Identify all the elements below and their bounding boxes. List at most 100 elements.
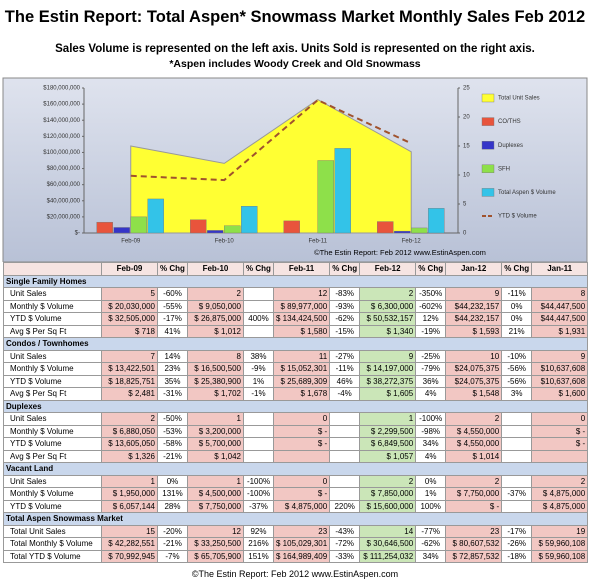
table-cell: -11%	[501, 287, 533, 301]
table-cell: $ 4,875,000	[531, 499, 589, 513]
table-cell	[501, 474, 533, 488]
table-cell: $ 33,250,500	[187, 537, 244, 551]
y-tick-label: $140,000,000	[43, 118, 80, 124]
table-cell	[243, 287, 274, 301]
header-cell: % Chg	[415, 262, 447, 276]
x-tick-label: Feb-12	[402, 239, 422, 245]
table-cell: -11%	[329, 362, 361, 376]
table-cell: $ 4,550,000	[445, 437, 503, 451]
table-cell: -79%	[415, 362, 447, 376]
table-cell	[531, 449, 589, 463]
table-cell: -83%	[329, 287, 361, 301]
row-label: Total Unit Sales	[3, 524, 102, 538]
table-cell: $ 25,380,900	[187, 374, 244, 388]
table-cell: $ 4,875,000	[531, 487, 589, 501]
table-cell: -25%	[415, 349, 447, 363]
table-row: Avg $ Per Sq Ft $ 718 41% $ 1,012 $ 1,580 -15…	[3, 324, 589, 338]
table-cell: $ 80,607,532	[445, 537, 503, 551]
table-cell	[501, 424, 533, 438]
page-title: The Estin Report: Total Aspen* Snowmass …	[4, 8, 586, 26]
table-cell: 0%	[415, 474, 447, 488]
table-cell: 1	[359, 412, 417, 426]
legend-label: CO/THS	[498, 119, 521, 125]
table-cell: -37%	[243, 499, 274, 513]
table-cell: $ 1,012	[187, 324, 244, 338]
table-cell	[501, 437, 533, 451]
table-cell: 12	[272, 287, 331, 301]
table-row: YTD $ Volume $ 32,505,000 -17% $ 26,875,000…	[3, 312, 589, 326]
table-cell: $ 2,299,500	[359, 424, 417, 438]
table-cell: -62%	[415, 537, 447, 551]
legend-label: Total Aspen $ Volume	[498, 190, 556, 196]
table-cell: $ 15,052,301	[272, 362, 331, 376]
table-cell	[243, 424, 274, 438]
row-label: Total YTD $ Volume	[3, 549, 102, 563]
table-cell: $ 59,960,108	[531, 537, 589, 551]
bar	[113, 227, 130, 234]
table-row: Avg $ Per Sq Ft $ 2,481 -31% $ 1,702 -1% $ 1,…	[3, 387, 589, 401]
section-title: Duplexes	[2, 399, 589, 413]
header-cell: % Chg	[243, 262, 274, 276]
table-cell: 2	[445, 412, 503, 426]
bar	[411, 227, 428, 234]
bar	[428, 208, 445, 234]
table-cell: 2	[187, 287, 244, 301]
table-cell: 23%	[157, 362, 188, 376]
row-label: Total Monthly $ Volume	[3, 537, 102, 551]
table-cell: -56%	[501, 362, 533, 376]
table-cell: $ -	[272, 437, 331, 451]
bar	[241, 206, 258, 234]
table-cell: $ 65,705,900	[187, 549, 244, 563]
table-cell: -58%	[157, 437, 188, 451]
bar	[377, 221, 394, 234]
section-row: Single Family Homes	[2, 274, 589, 288]
table-cell: $ 14,197,000	[359, 362, 417, 376]
legend-swatch	[481, 93, 495, 103]
table-cell: $ 1,580	[272, 324, 331, 338]
table-cell: 2	[359, 474, 417, 488]
table-cell: -19%	[415, 324, 447, 338]
table-row: Monthly $ Volume $ 13,422,501 23% $ 16,500,…	[3, 362, 589, 376]
legend-label: Duplexes	[498, 143, 523, 149]
table-cell: 10	[445, 349, 503, 363]
table-cell: $ 1,605	[359, 387, 417, 401]
bar	[207, 230, 224, 234]
y-tick-label: $-	[75, 231, 80, 237]
table-cell: 0%	[157, 474, 188, 488]
section-title: Total Aspen Snowmass Market	[2, 512, 589, 526]
y2-tick-label: 0	[463, 231, 467, 237]
table-cell: $ 6,300,000	[359, 299, 417, 313]
table-cell: $ -	[272, 487, 331, 501]
table-cell: 0%	[501, 299, 533, 313]
table-cell: -20%	[157, 524, 188, 538]
table-cell: -98%	[415, 424, 447, 438]
table-row: Total Unit Sales 15 -20% 12 92% 23 -43% 14 -77% 2…	[3, 524, 589, 538]
table-cell: $ 6,880,050	[101, 424, 158, 438]
table-cell: $ 50,532,157	[359, 312, 417, 326]
bar	[394, 230, 411, 234]
bar	[317, 160, 334, 234]
table-cell: 400%	[243, 312, 274, 326]
table-cell: 12	[187, 524, 244, 538]
y2-tick-label: 20	[463, 115, 470, 121]
table-cell	[243, 412, 274, 426]
table-cell: 23	[445, 524, 503, 538]
table-cell: $ 32,505,000	[101, 312, 158, 326]
table-row: Unit Sales 2 -50% 1 0 1 -100% 2 0	[3, 412, 589, 426]
table-cell: 100%	[415, 499, 447, 513]
table-cell: 46%	[329, 374, 361, 388]
header-cell: Jan-12	[445, 262, 503, 276]
table-cell: $ 164,989,409	[272, 549, 331, 563]
y2-tick-label: 5	[463, 202, 467, 208]
bar	[190, 219, 207, 234]
table-cell: 92%	[243, 524, 274, 538]
y-tick-label: $160,000,000	[43, 102, 80, 108]
table-row: Avg $ Per Sq Ft $ 1,326 -21% $ 1,042 $ 1,057…	[3, 449, 589, 463]
table-cell: -72%	[329, 537, 361, 551]
table-cell: 11	[272, 349, 331, 363]
table-cell: $ 111,254,032	[359, 549, 417, 563]
table-cell: 9	[531, 349, 589, 363]
y-tick-label: $80,000,000	[47, 166, 81, 172]
table-cell: $ 1,678	[272, 387, 331, 401]
table-cell: -37%	[501, 487, 533, 501]
